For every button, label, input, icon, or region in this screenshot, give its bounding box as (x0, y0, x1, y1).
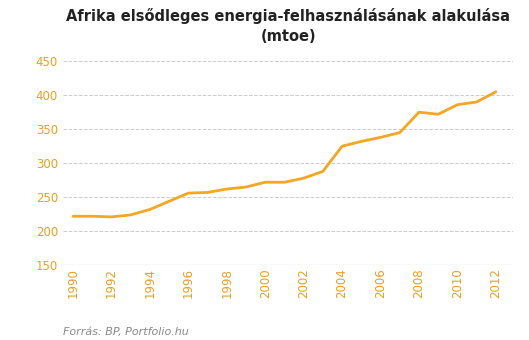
Title: Afrika elsődleges energia-felhasználásának alakulása
(mtoe): Afrika elsődleges energia-felhasználásán… (66, 8, 510, 44)
Text: Forrás: BP, Portfolio.hu: Forrás: BP, Portfolio.hu (63, 327, 189, 337)
